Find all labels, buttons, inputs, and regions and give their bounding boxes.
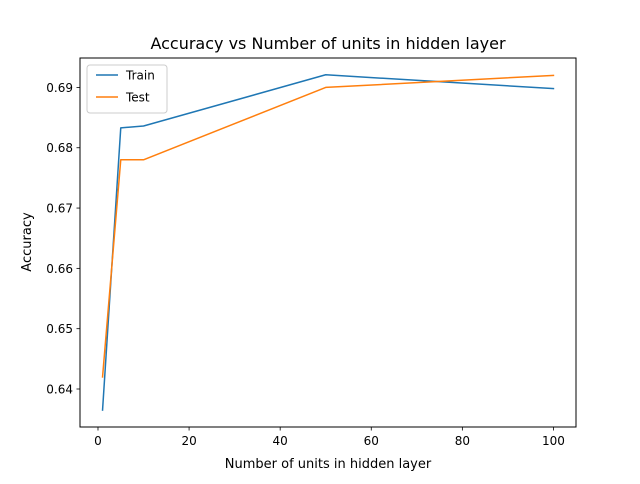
y-tick-label: 0.65 (46, 322, 73, 336)
series-line-train (101, 74, 555, 411)
y-tick-label: 0.69 (46, 81, 73, 95)
y-tick-label: 0.68 (46, 141, 73, 155)
y-tick-label: 0.66 (46, 262, 73, 276)
x-tick-label: 20 (181, 434, 196, 448)
series-layer (101, 74, 555, 411)
legend-frame (86, 64, 168, 114)
legend: Train Test (86, 64, 168, 114)
chart-title: Accuracy vs Number of units in hidden la… (150, 34, 506, 53)
x-tick-label: 40 (273, 434, 288, 448)
y-axis: 0.64 0.65 0.66 0.67 0.68 0.69 (46, 81, 80, 397)
legend-label-train: Train (125, 69, 155, 83)
x-tick-label: 60 (364, 434, 379, 448)
x-axis-label: Number of units in hidden layer (225, 457, 432, 472)
y-axis-label: Accuracy (20, 212, 35, 272)
legend-items: Train Test (96, 69, 155, 105)
y-tick-label: 0.67 (46, 202, 73, 216)
x-axis: 0 20 40 60 80 100 (94, 427, 565, 448)
x-tick-label: 0 (94, 434, 102, 448)
y-tick-label: 0.64 (46, 383, 73, 397)
x-tick-label: 80 (455, 434, 470, 448)
x-tick-label: 100 (542, 434, 565, 448)
legend-label-test: Test (125, 91, 150, 105)
plot-area-frame (79, 57, 577, 428)
series-line-test (101, 74, 555, 378)
